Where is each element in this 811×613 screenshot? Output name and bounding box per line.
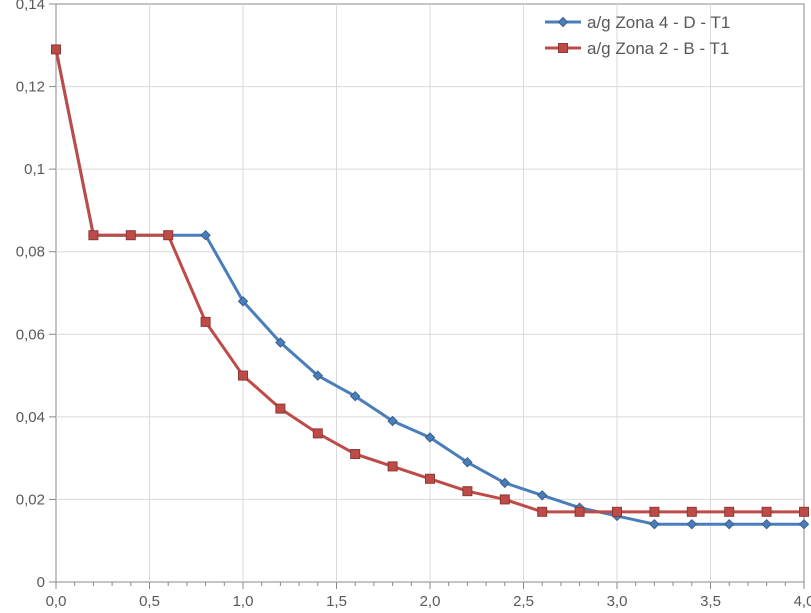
marker-square [313,429,322,438]
marker-square [239,371,248,380]
y-tick-label: 0,06 [16,326,45,343]
y-tick-label: 0,04 [16,409,45,426]
marker-square [426,474,435,483]
legend-label: a/g Zona 4 - D - T1 [587,13,730,32]
marker-square [201,317,210,326]
y-tick-label: 0,02 [16,491,45,508]
y-tick-label: 0 [37,574,45,591]
marker-square [164,231,173,240]
marker-square [463,487,472,496]
x-tick-label: 1,0 [233,593,254,610]
x-tick-label: 2,0 [420,593,441,610]
marker-square [800,507,809,516]
marker-square [650,507,659,516]
x-tick-label: 2,5 [513,593,534,610]
marker-square [613,507,622,516]
marker-square [351,450,360,459]
y-tick-label: 0,08 [16,244,45,261]
marker-square [762,507,771,516]
marker-square [559,44,568,53]
marker-square [126,231,135,240]
legend-label: a/g Zona 2 - B - T1 [587,39,729,58]
marker-square [89,231,98,240]
y-tick-label: 0,14 [16,0,45,13]
marker-square [687,507,696,516]
x-tick-label: 1,5 [326,593,347,610]
x-tick-label: 4,0 [794,593,811,610]
marker-square [388,462,397,471]
marker-square [500,495,509,504]
marker-square [725,507,734,516]
y-tick-label: 0,1 [24,161,45,178]
x-tick-label: 0,0 [46,593,67,610]
marker-square [575,507,584,516]
marker-square [538,507,547,516]
x-tick-label: 3,0 [607,593,628,610]
x-tick-label: 3,5 [700,593,721,610]
marker-square [52,45,61,54]
y-tick-label: 0,12 [16,79,45,96]
x-tick-label: 0,5 [139,593,160,610]
chart-svg: 0 0,02 0,04 0,06 0,08 0,1 0,12 0,14 0,0 0,5 1,0 1,5… [0,0,811,613]
marker-square [276,404,285,413]
